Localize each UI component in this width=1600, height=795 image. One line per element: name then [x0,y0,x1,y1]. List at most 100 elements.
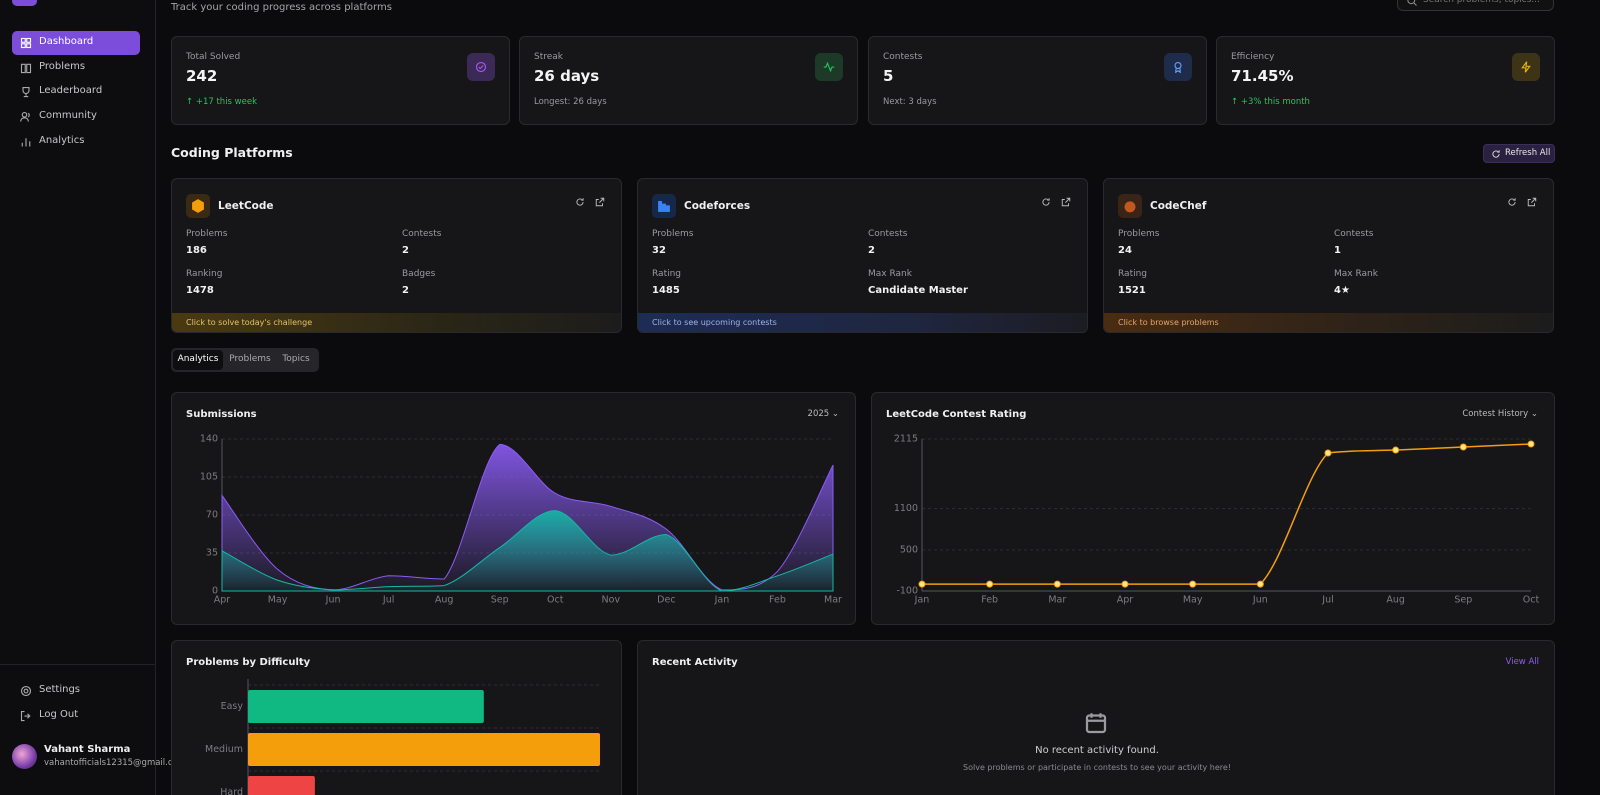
icon[interactable] [595,197,605,207]
platform-card[interactable]: LeetCode Problems 186 Contests 2 Ranking 1478 B… [171,178,622,333]
icon-part [26,37,32,43]
sidebar [0,0,156,795]
field-value: 1478 [186,284,214,296]
icon[interactable] [1507,197,1517,207]
field-label: Ranking [186,268,223,279]
icon [20,112,30,122]
icon-part [1407,0,1416,5]
subtitle: Track your coding progress across platfo… [171,2,392,13]
icon [658,200,670,212]
icon [20,63,32,73]
field-label: Problems [1118,229,1160,239]
note-text: Next: 3 days [883,97,937,107]
footer-text: Click to solve today's challenge [186,318,313,327]
icon-part [1085,714,1107,734]
user-email: vahantofficials12315@gmail.com [44,758,187,768]
view-all[interactable]: View All [1505,657,1539,667]
footer-label: Settings [39,684,81,695]
icon[interactable] [1527,197,1537,207]
icon[interactable] [1061,197,1071,207]
nav-label: Community [39,110,97,122]
arrow: ↑ [186,97,196,107]
tab-label: Topics [282,354,310,364]
icon [192,199,204,213]
chart-title: LeetCode Contest Rating [886,409,1027,420]
platform-name: CodeChef [1150,200,1207,212]
tab[interactable]: Problems [224,350,276,370]
nav-item[interactable]: Leaderboard [12,80,140,104]
icon-part [20,43,26,49]
icon-part [20,63,32,73]
icon [1085,713,1107,734]
nav-item[interactable]: Analytics [12,130,140,154]
sidebar-footer-item[interactable]: Log Out [12,704,140,728]
icon-part [192,199,204,213]
tab-label: Problems [229,354,271,364]
field-label: Max Rank [868,268,912,279]
stat-note: Next: 3 days [883,97,937,107]
user-name: Vahant Sharma [44,744,131,755]
field-value: 186 [186,245,207,256]
nav-item[interactable]: Community [12,105,140,129]
icon-part [1175,68,1181,73]
icon-part [21,112,28,118]
field-value: 1521 [1118,284,1146,296]
stat-icon [467,53,495,81]
stat-label: Streak [534,52,564,62]
icon [475,61,487,73]
nav-item[interactable]: Dashboard [12,31,140,55]
note-text: +17 this week [195,97,258,107]
field-label: Contests [1334,229,1374,239]
icon-part [478,65,484,70]
icon-part [823,61,835,73]
nav-label: Analytics [39,134,85,146]
stat-card: Streak 26 days Longest: 26 days [519,36,858,125]
footer-text: Click to browse problems [1118,318,1219,327]
platform-footer: Click to solve today's challenge [172,313,621,332]
note-text: +3% this month [1240,97,1310,107]
icon[interactable] [1041,197,1051,207]
activity-title: Recent Activity [652,657,738,668]
platform-card[interactable]: CodeChef Problems 24 Contests 1 Rating 1521 Max… [1103,178,1554,333]
icon [1124,201,1136,213]
platform-name: Codeforces [684,200,751,212]
platform-footer: Click to see upcoming contests [638,313,1087,332]
stat-label: Total Solved [186,52,241,62]
nav-item[interactable]: Problems [12,56,140,80]
stat-value: 71.45% [1231,67,1294,85]
sidebar-footer-item[interactable]: Settings [12,679,140,703]
tab[interactable]: Analytics [173,350,223,370]
stat-value: 5 [883,67,894,85]
stat-card: Contests 5 Next: 3 days [868,36,1207,125]
refresh-all[interactable]: Refresh All [1483,144,1555,163]
platform-name: LeetCode [218,200,274,212]
stat-note: ↑ +17 this week [186,97,257,107]
chevron: ⌄ [1528,409,1538,419]
stat-icon [1164,53,1192,81]
stat-card: Efficiency 71.45% ↑ +3% this month [1216,36,1555,125]
icon-part [662,203,666,212]
icon [1407,0,1417,6]
icon [1174,61,1182,73]
chart-dropdown[interactable]: Contest History ⌄ [1462,409,1538,419]
platform-card[interactable]: Codeforces Problems 32 Contests 2 Rating 1485 M… [637,178,1088,333]
search-box[interactable]: Search problems, topics... [1397,0,1554,11]
icon [20,685,32,697]
field-value: 1 [1334,245,1341,256]
footer-text: Click to see upcoming contests [652,318,777,327]
refresh-label: Refresh All [1505,148,1551,158]
chart-dropdown[interactable]: 2025 ⌄ [808,409,839,419]
icon-part [658,200,663,212]
stat-value: 242 [186,67,218,85]
icon-part [665,205,670,212]
chart-card: Problems by Difficulty [171,640,622,795]
field-value: 2 [402,245,409,256]
platform-icon [186,194,210,218]
icon[interactable] [575,197,585,207]
sidebar-divider [0,664,156,665]
nav-label: Problems [39,60,86,72]
avatar [12,744,37,769]
field-label: Contests [868,229,908,239]
icon-part [21,138,31,147]
tab[interactable]: Topics [276,350,316,370]
